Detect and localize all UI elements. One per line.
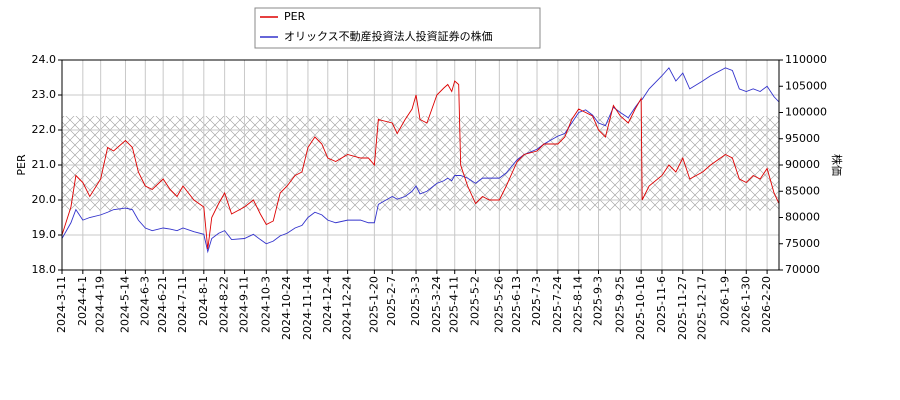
y2-tick-label: 85000 [785,184,820,197]
y-tick-label: 24.0 [32,53,57,66]
y2-tick-label: 95000 [785,132,820,145]
y-axis-label: PER [15,154,28,176]
y-tick-label: 20.0 [32,193,57,206]
y2-tick-label: 90000 [785,158,820,171]
x-tick-label: 2025-3-24 [430,276,443,333]
y2-tick-label: 110000 [785,53,827,66]
x-tick-label: 2024-3-11 [55,276,68,333]
legend-box [254,7,541,49]
x-tick-label: 2024-9-11 [237,276,250,333]
x-tick-label: 2025-6-13 [510,276,523,333]
y-tick-label: 19.0 [32,228,57,241]
x-tick-label: 2024-11-14 [301,276,314,340]
x-tick-label: 2024-8-1 [197,276,210,326]
x-tick-label: 2025-9-3 [592,276,605,326]
x-tick-label: 2026-1-30 [739,276,752,333]
shaded-range [62,116,779,211]
x-tick-label: 2025-11-6 [655,276,668,333]
x-tick-label: 2024-12-24 [341,276,354,340]
x-tick-label: 2024-6-3 [138,276,151,326]
x-tick-label: 2025-5-26 [492,276,505,333]
x-tick-label: 2024-4-19 [94,276,107,333]
x-tick-label: 2025-11-27 [676,276,689,340]
x-tick-label: 2025-4-11 [448,276,461,333]
y2-axis-label: 株価 [830,154,844,176]
series-line [62,67,779,254]
y2-tick-label: 80000 [785,211,820,224]
x-tick-label: 2024-10-24 [280,276,293,340]
x-tick-label: 2024-10-3 [259,276,272,333]
x-tick-label: 2024-6-21 [156,276,169,333]
x-tick-label: 2024-4-1 [76,276,89,326]
x-tick-label: 2025-9-25 [613,276,626,333]
x-tick-label: 2024-8-22 [218,276,231,333]
grid: 18.0 19.0 20.0 21.0 22.0 23.0 24.0 70000 75000 80… [32,53,828,340]
legend-label: オリックス不動産投資法人投資証券の株価 [284,29,493,43]
x-tick-label: 2025-2-7 [385,276,398,326]
x-tick-label: 2025-3-3 [409,276,422,326]
x-tick-label: 2025-10-16 [634,276,647,340]
y2-tick-label: 105000 [785,79,827,92]
y2-tick-label: 70000 [785,263,820,276]
x-tick-label: 2025-1-20 [367,276,380,333]
x-tick-label: 2026-2-20 [760,276,773,333]
y-tick-label: 21.0 [32,158,57,171]
y-tick-label: 18.0 [32,263,57,276]
y-tick-label: 22.0 [32,123,57,136]
legend-label: PER [284,10,306,23]
x-tick-label: 2025-7-24 [551,276,564,333]
legend: PER オリックス不動産投資法人投資証券の株価 [254,7,541,49]
y2-tick-label: 100000 [785,106,827,119]
x-tick-label: 2024-5-14 [118,276,131,333]
plot-frame [61,59,780,271]
y-tick-label: 23.0 [32,88,57,101]
x-tick-label: 2025-12-17 [696,276,709,340]
x-tick-label: 2025-5-2 [469,276,482,326]
x-tick-label: 2025-7-3 [530,276,543,326]
x-tick-label: 2024-7-11 [176,276,189,333]
series-line [62,80,779,250]
plot [62,67,779,254]
x-tick-label: 2024-12-4 [321,276,334,333]
x-tick-label: 2026-1-9 [718,276,731,326]
x-tick-label: 2025-8-14 [572,276,585,333]
y2-tick-label: 75000 [785,237,820,250]
